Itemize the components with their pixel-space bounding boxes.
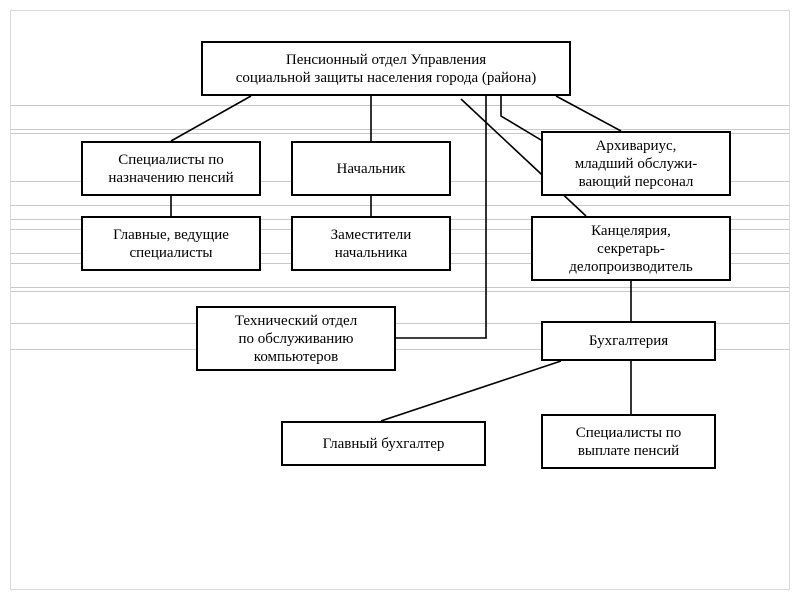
org-node-buh: Бухгалтерия <box>541 321 716 361</box>
org-node-kanc: Канцелярия, секретарь- делопроизводитель <box>531 216 731 281</box>
org-node-deputy: Заместители начальника <box>291 216 451 271</box>
org-node-tech: Технический отдел по обслуживанию компью… <box>196 306 396 371</box>
org-node-spec_v: Специалисты по выплате пенсий <box>541 414 716 469</box>
org-node-glav_sp: Главные, ведущие специалисты <box>81 216 261 271</box>
slide-frame: Пенсионный отдел Управления социальной з… <box>10 10 790 590</box>
org-node-glavbuh: Главный бухгалтер <box>281 421 486 466</box>
org-chart-edges <box>11 11 789 589</box>
org-node-spec_n: Специалисты по назначению пенсий <box>81 141 261 196</box>
background-ruler-lines <box>11 11 789 589</box>
org-node-arch: Архивариус, младший обслужи- вающий перс… <box>541 131 731 196</box>
org-node-root: Пенсионный отдел Управления социальной з… <box>201 41 571 96</box>
org-node-head: Начальник <box>291 141 451 196</box>
